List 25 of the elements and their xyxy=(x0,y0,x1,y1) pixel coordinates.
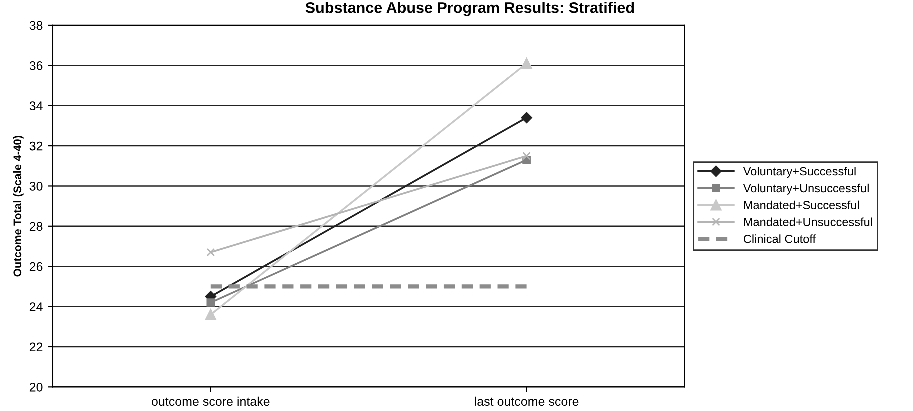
y-tick-label: 30 xyxy=(30,182,43,191)
y-axis-title: Outcome Total (Scale 4-40) xyxy=(13,136,24,277)
point xyxy=(521,112,532,124)
y-tick-label: 32 xyxy=(30,142,43,151)
legend-label: Clinical Cutoff xyxy=(744,234,816,244)
y-tick-label: 28 xyxy=(30,222,43,232)
y-tick-label: 24 xyxy=(30,302,43,312)
chart-title: Substance Abuse Program Results: Stratified xyxy=(306,2,634,16)
x-tick-label: outcome score intake xyxy=(152,396,270,406)
y-tick-label: 36 xyxy=(30,61,43,70)
legend-label: Voluntary+Successful xyxy=(743,167,856,178)
point xyxy=(206,298,216,307)
y-tick-label: 34 xyxy=(30,102,43,111)
point xyxy=(521,58,532,70)
legend-label: Voluntary+Unsuccessful xyxy=(743,184,869,195)
y-tick-label: 20 xyxy=(30,382,43,392)
legend-label: Mandated+Successful xyxy=(744,200,860,210)
y-tick-label: 22 xyxy=(30,342,43,352)
y-tick-label: 38 xyxy=(30,21,43,30)
legend-label: Mandated+Unsuccessful xyxy=(744,218,872,226)
x-tick-label: last outcome score xyxy=(475,396,579,406)
point xyxy=(206,248,216,257)
y-tick-label: 26 xyxy=(30,262,43,272)
point xyxy=(522,152,531,160)
point xyxy=(205,309,216,320)
